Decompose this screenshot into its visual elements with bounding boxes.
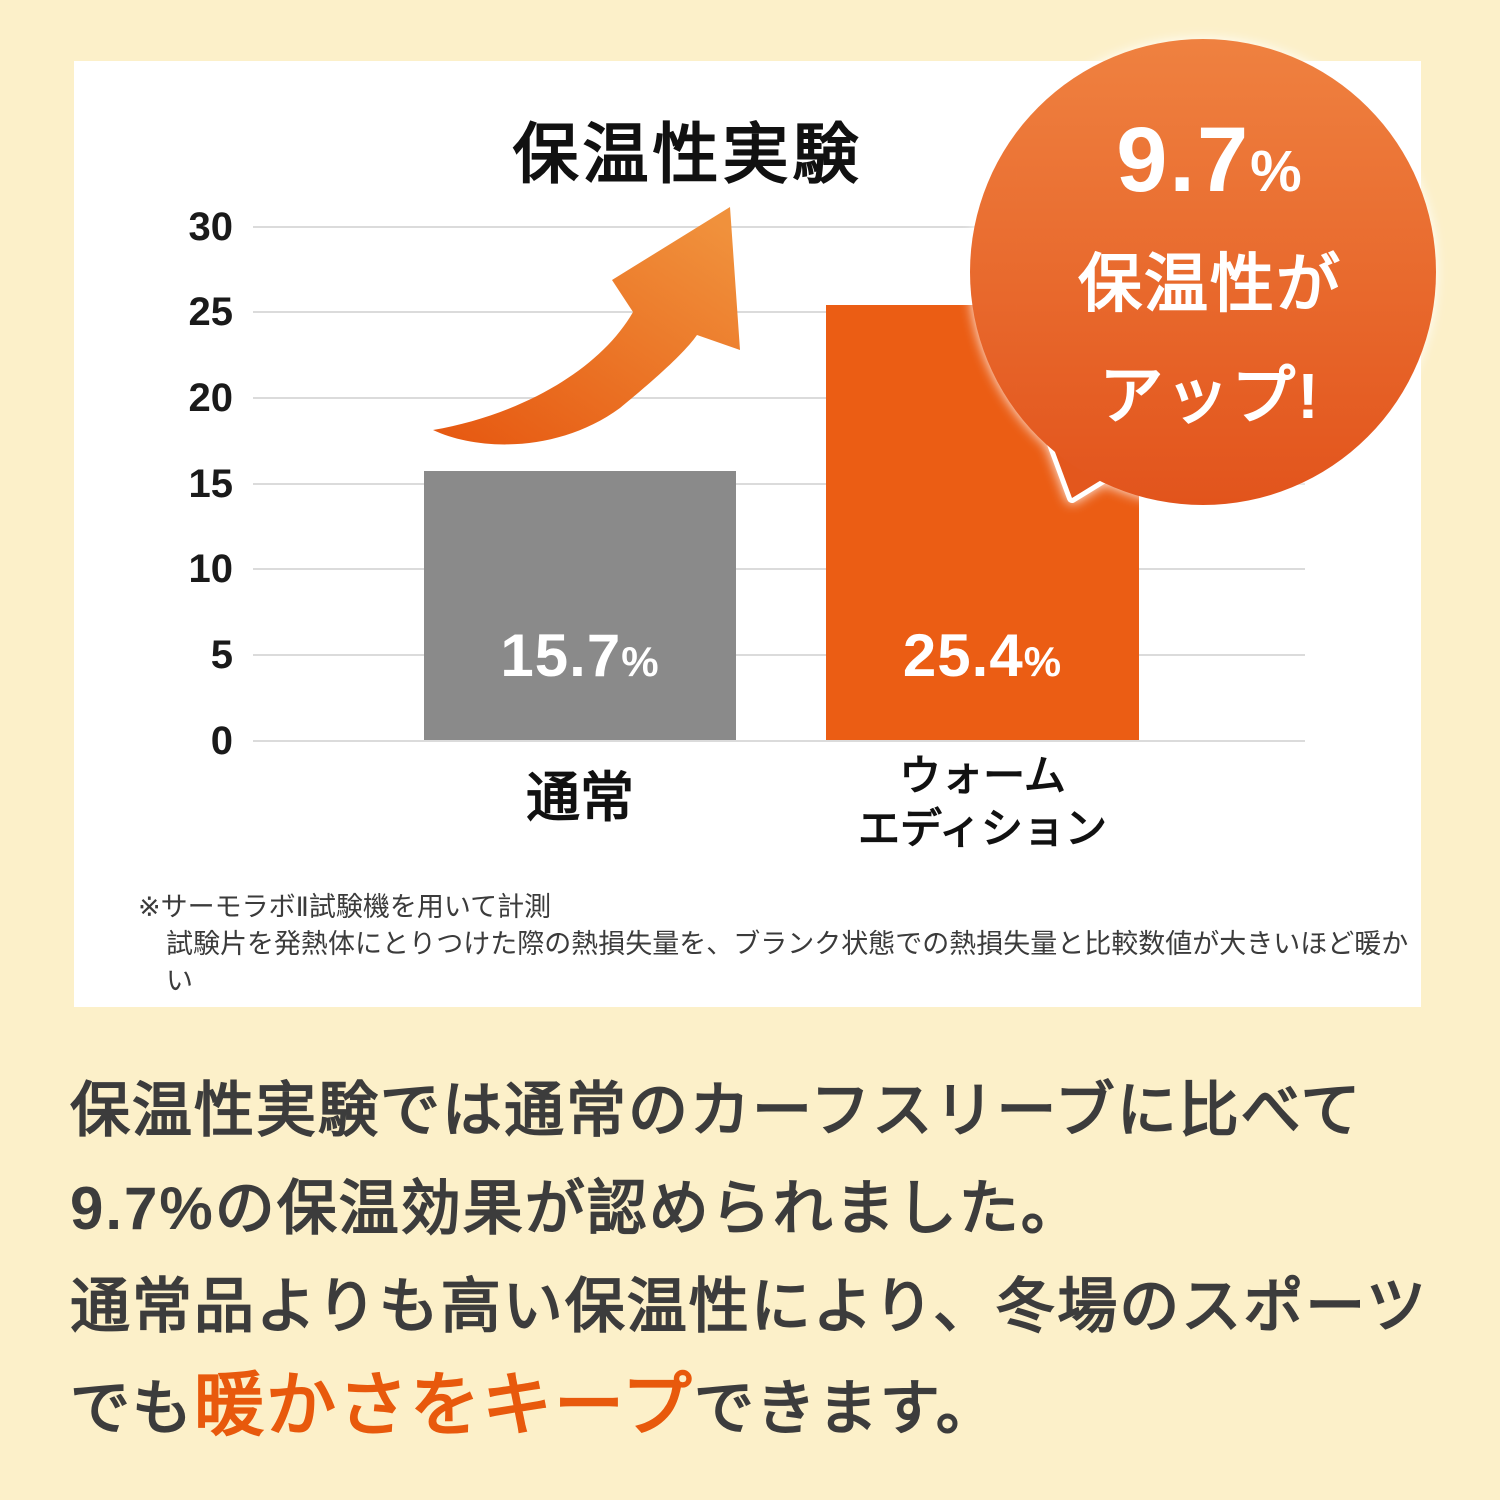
chart-footnote: ※サーモラボⅡ試験機を用いて計測 試験片を発熱体にとりつけた際の熱損失量を、ブラ…: [138, 889, 1421, 1000]
footnote-line-2: 試験片を発熱体にとりつけた際の熱損失量を、ブランク状態での熱損失量と比較数値が大…: [166, 929, 1409, 996]
badge-line2: 保温性が: [1078, 247, 1342, 320]
body-text-line-1: 保温性実験では通常のカーフスリーブに比べて: [70, 1077, 1363, 1144]
bar-value-warm: 25.4%: [902, 622, 1063, 689]
gridline: [253, 568, 1305, 570]
gridline: [253, 226, 1305, 228]
bar-value-normal: 15.7%: [500, 622, 660, 689]
gridline: [253, 740, 1305, 742]
gridline: [253, 397, 1305, 399]
body-copy: 保温性実験では通常のカーフスリーブに比べて 9.7%の保温効果が認められました。…: [70, 1062, 1466, 1458]
gridline: [253, 311, 1305, 313]
y-tick-label: 20: [188, 376, 234, 420]
body-text-line-2: 9.7%の保温効果が認められました。: [70, 1175, 1083, 1242]
gridline: [253, 654, 1305, 656]
badge-line3: アップ!: [1099, 359, 1321, 432]
y-tick-label: 5: [210, 633, 233, 677]
y-tick-label: 15: [188, 462, 234, 506]
category-label-normal: 通常: [526, 768, 634, 828]
y-tick-label: 30: [188, 205, 234, 249]
badge-percent: 9.7%: [1116, 108, 1304, 211]
body-text-line-3: 通常品よりも高い保温性により、冬場のスポーツ: [70, 1273, 1428, 1340]
speech-bubble-icon: [970, 39, 1436, 505]
callout-badge: 9.7% 保温性が アップ!: [960, 28, 1460, 528]
footnote-line-1: ※サーモラボⅡ試験機を用いて計測: [138, 892, 552, 922]
category-label-warm: ウォーム エディション: [857, 752, 1108, 852]
gridline: [253, 483, 1305, 485]
highlight-text: 暖かさをキープ: [194, 1366, 694, 1444]
y-tick-label: 25: [188, 290, 234, 334]
y-tick-label: 10: [188, 547, 234, 591]
bar-normal: 15.7%: [424, 471, 736, 740]
body-text-line-4: でも暖かさをキープできます。: [70, 1366, 998, 1444]
badge-text: 9.7% 保温性が アップ!: [960, 28, 1460, 528]
chart-title: 保温性実験: [512, 117, 863, 191]
y-tick-label: 0: [210, 719, 233, 763]
